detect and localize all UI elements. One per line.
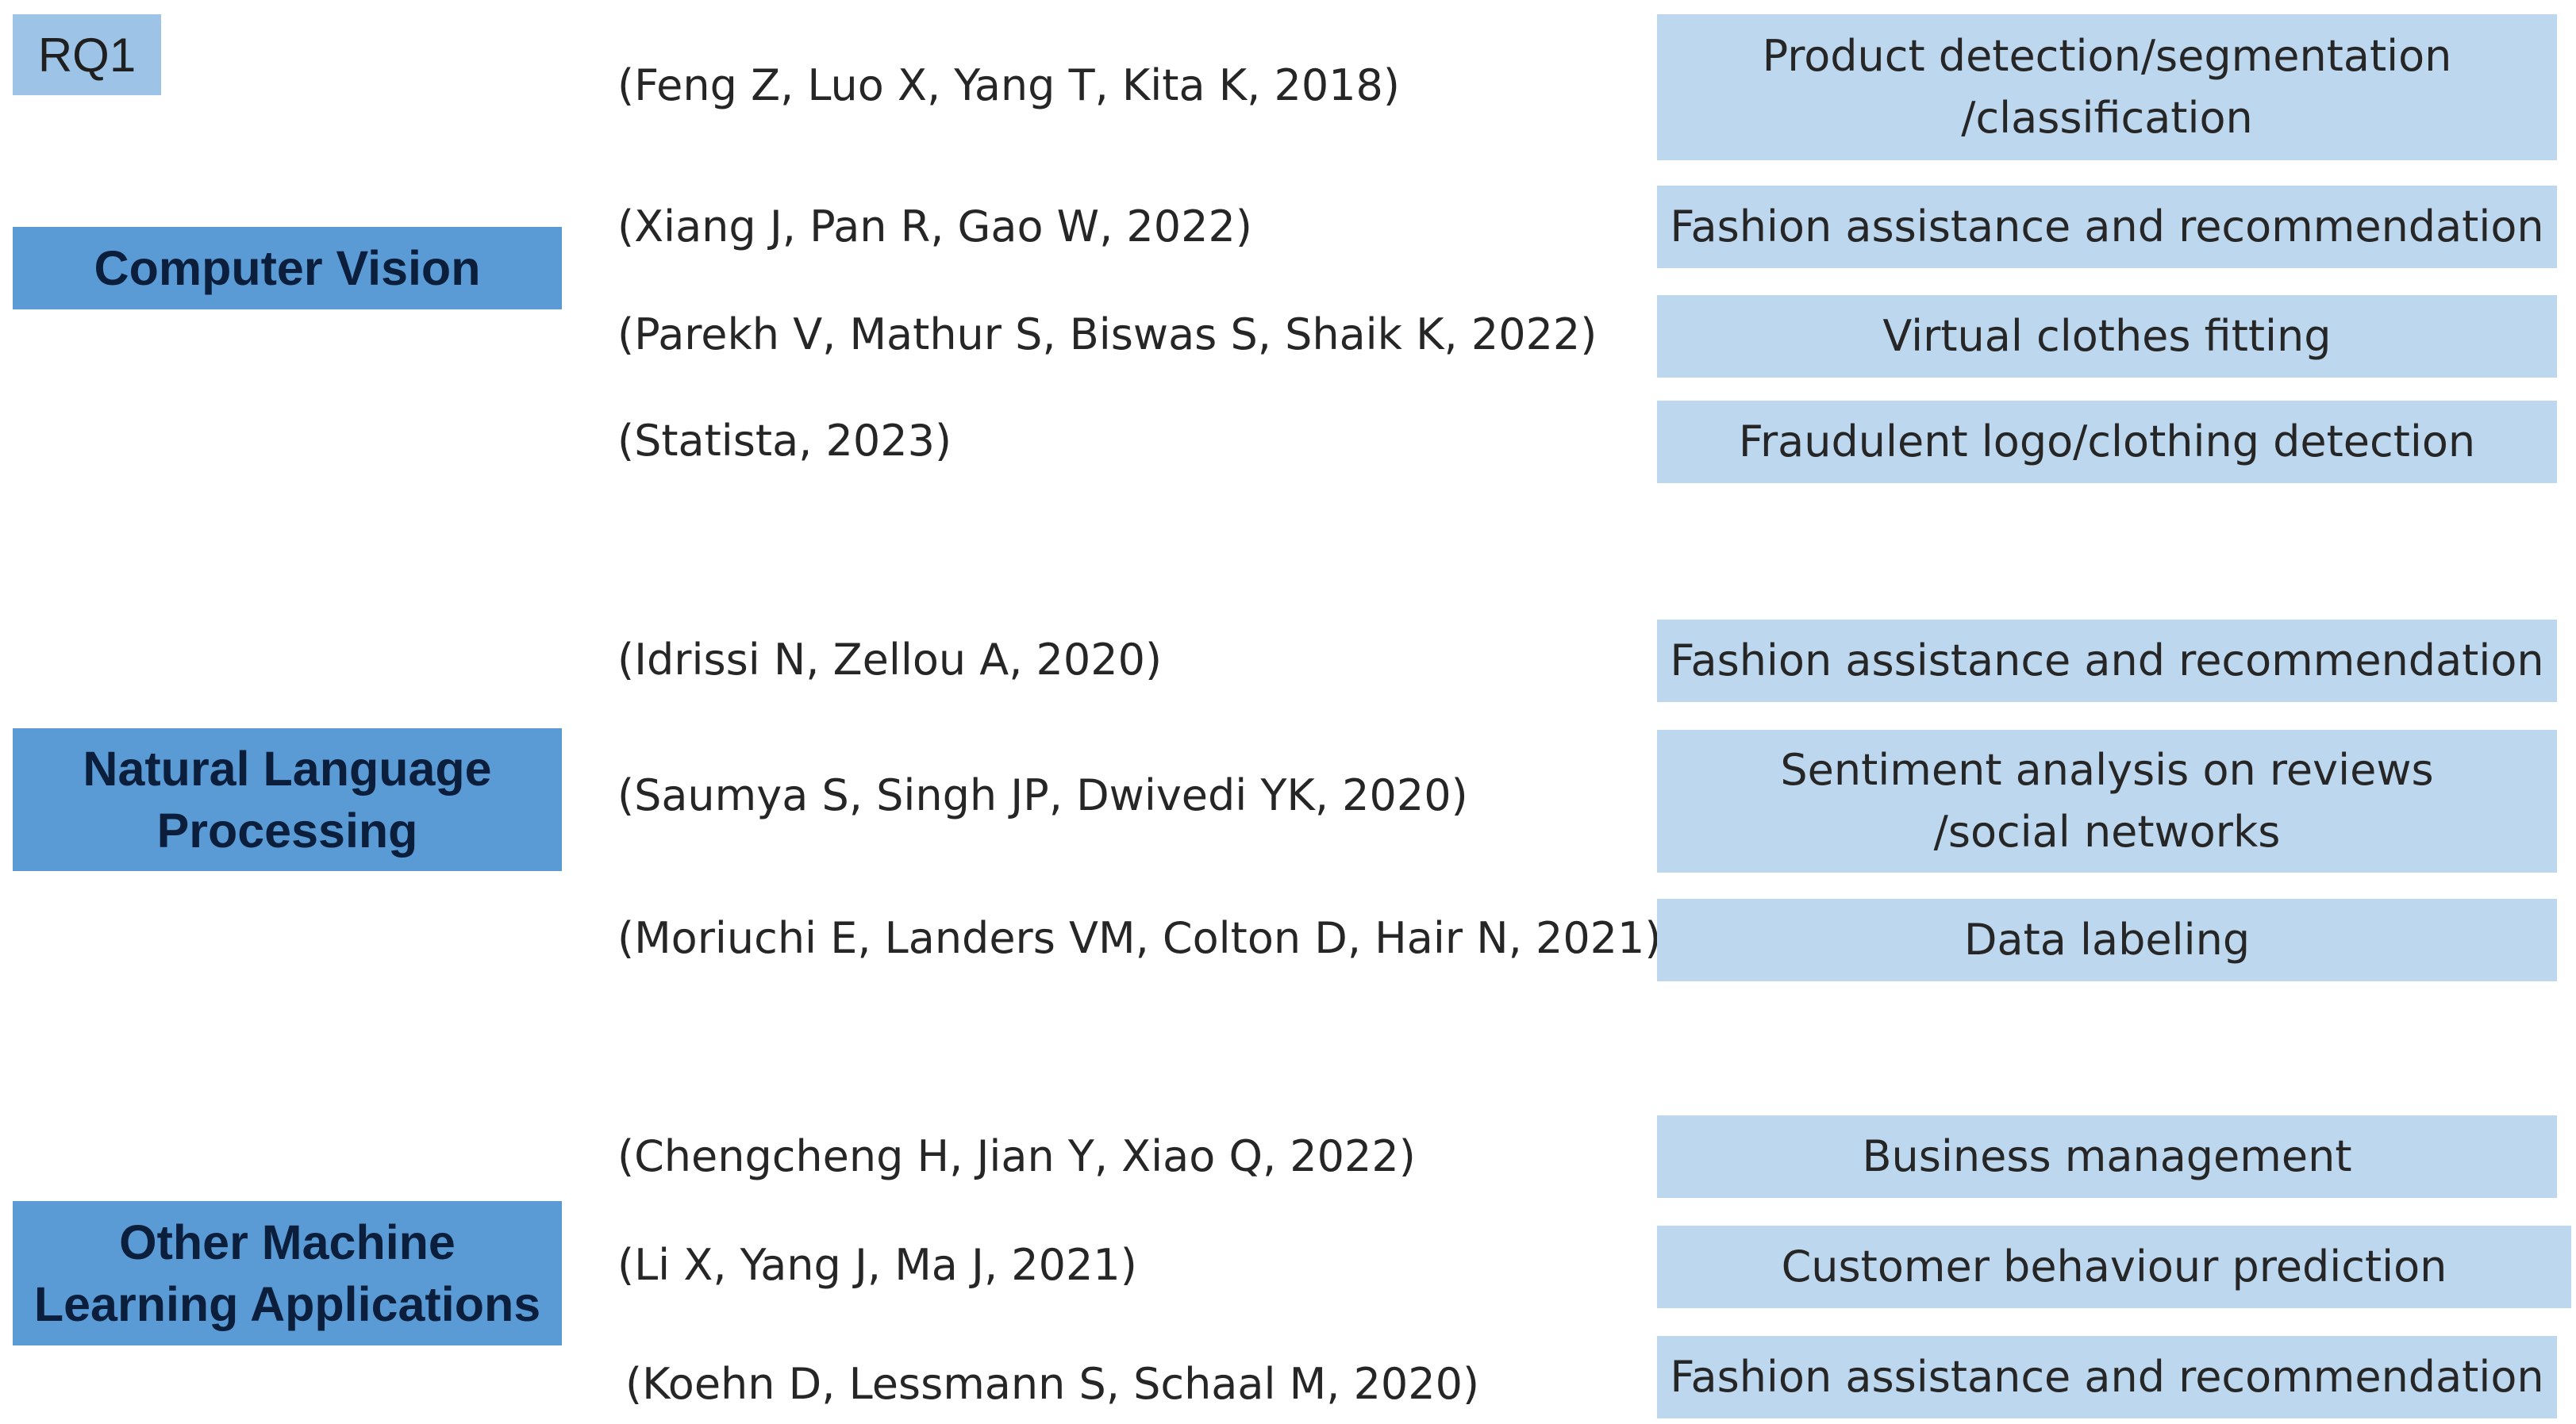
reference-citation: (Li X, Yang J, Ma J, 2021): [617, 1240, 1137, 1290]
reference-citation: (Feng Z, Luo X, Yang T, Kita K, 2018): [617, 60, 1400, 110]
application-box: Business management: [1657, 1115, 2557, 1198]
reference-citation: (Xiang J, Pan R, Gao W, 2022): [617, 202, 1252, 251]
reference-citation: (Idrissi N, Zellou A, 2020): [617, 635, 1163, 685]
application-box: Virtual clothes fitting: [1657, 295, 2557, 378]
category-natural-language-processing: Natural Language Processing: [13, 728, 562, 871]
application-box: Product detection/segmentation /classifi…: [1657, 14, 2557, 160]
application-box: Fashion assistance and recommendation: [1657, 1336, 2557, 1418]
category-other-machine-learning: Other Machine Learning Applications: [13, 1201, 562, 1345]
application-box: Fashion assistance and recommendation: [1657, 620, 2557, 702]
application-box: Fraudulent logo/clothing detection: [1657, 401, 2557, 483]
application-box: Customer behaviour prediction: [1657, 1226, 2571, 1308]
rq1-badge: RQ1: [13, 14, 161, 95]
reference-citation: (Parekh V, Mathur S, Biswas S, Shaik K, …: [617, 309, 1598, 359]
reference-citation: (Moriuchi E, Landers VM, Colton D, Hair …: [617, 913, 1662, 963]
reference-citation: (Chengcheng H, Jian Y, Xiao Q, 2022): [617, 1131, 1416, 1181]
application-box: Fashion assistance and recommendation: [1657, 186, 2557, 268]
reference-citation: (Saumya S, Singh JP, Dwivedi YK, 2020): [617, 770, 1468, 820]
reference-citation: (Statista, 2023): [617, 416, 952, 466]
category-computer-vision: Computer Vision: [13, 227, 562, 309]
application-box: Data labeling: [1657, 899, 2557, 981]
reference-citation: (Koehn D, Lessmann S, Schaal M, 2020): [625, 1359, 1480, 1409]
application-box: Sentiment analysis on reviews /social ne…: [1657, 730, 2557, 873]
